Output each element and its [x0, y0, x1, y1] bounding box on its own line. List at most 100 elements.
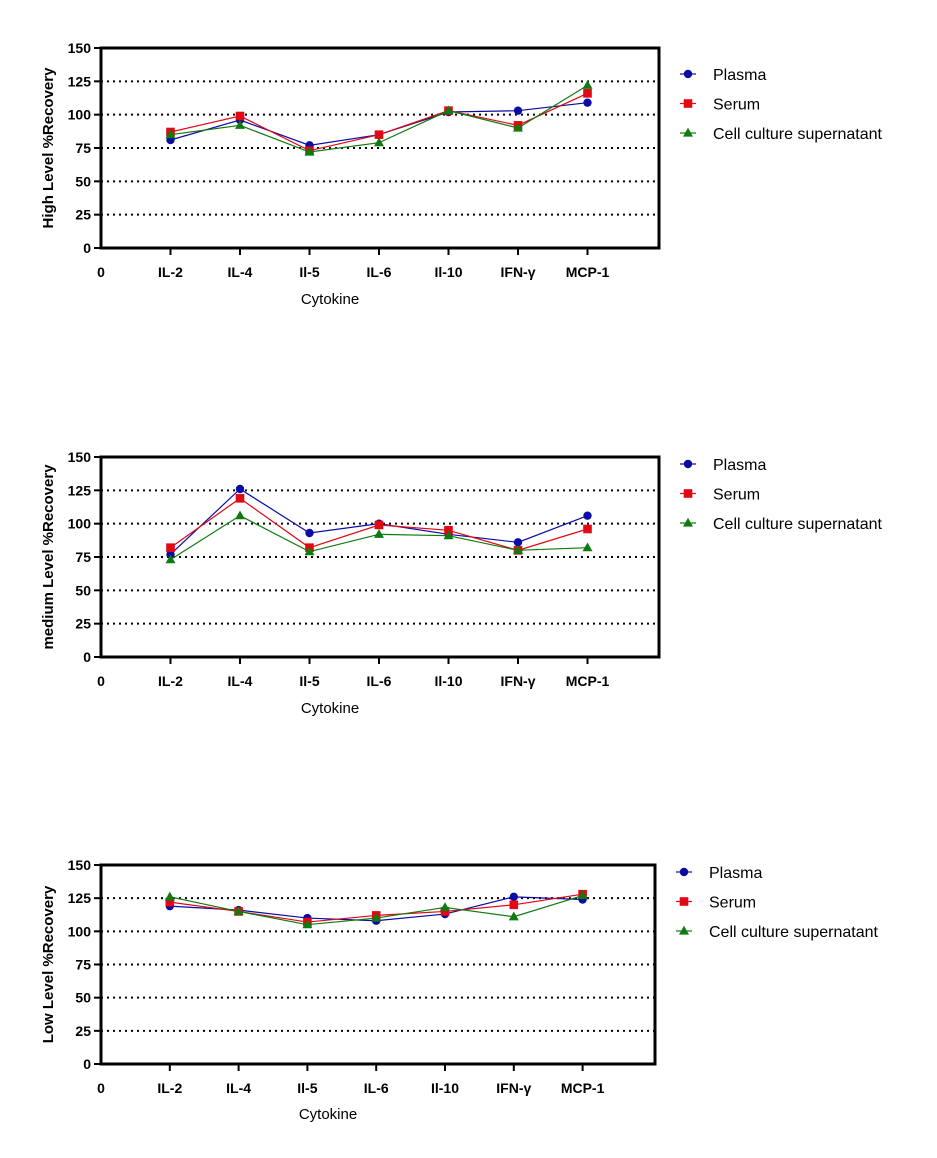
data-point [582, 80, 593, 89]
data-point [166, 543, 175, 552]
x-tick-label: Il-5 [299, 264, 319, 280]
y-tick-label: 100 [68, 107, 92, 123]
legend-label: Cell culture supernatant [709, 924, 879, 941]
x-tick-label: IFN-γ [496, 1080, 531, 1096]
legend-marker [683, 489, 693, 498]
legend-marker [683, 99, 693, 108]
data-point [582, 542, 593, 552]
data-point [583, 98, 592, 107]
legend-label: Cell culture supernatant [713, 126, 883, 143]
legend-label: Serum [709, 895, 756, 912]
data-point [443, 105, 454, 115]
y-tick-label: 25 [75, 1023, 91, 1039]
x-axis-title: Cytokine [299, 1106, 357, 1123]
data-point [165, 897, 175, 907]
x-tick-label: IL-6 [364, 1080, 389, 1096]
legend-item: Cell culture supernatant [680, 516, 883, 533]
y-tick-label: 0 [83, 1056, 91, 1072]
data-point [165, 554, 176, 564]
x-tick-label: IL-2 [158, 673, 183, 689]
y-tick-label: 100 [68, 516, 92, 532]
y-tick-label: 50 [75, 990, 91, 1006]
series-cell-culture-supernatant [165, 80, 593, 156]
x-tick-label: IL-4 [228, 264, 253, 280]
data-point [577, 890, 588, 900]
data-point [371, 912, 382, 922]
y-tick-label: 0 [83, 649, 91, 665]
x-tick-label: Il-5 [297, 1080, 317, 1096]
x-origin-label: 0 [97, 1080, 105, 1096]
x-tick-label: Il-10 [434, 264, 462, 280]
x-origin-label: 0 [97, 264, 105, 280]
x-origin-label: 0 [97, 673, 105, 689]
legend-marker [683, 517, 693, 527]
data-point [583, 89, 592, 98]
data-point [235, 494, 245, 503]
legend-item: Serum [676, 895, 756, 912]
legend-marker [679, 925, 689, 935]
legend-marker [683, 69, 693, 79]
legend-label: Plasma [713, 457, 766, 474]
y-tick-label: 75 [75, 140, 91, 156]
y-tick-label: 50 [75, 582, 91, 598]
data-point [444, 526, 453, 535]
legend-label: Cell culture supernatant [713, 516, 883, 533]
data-point [374, 130, 384, 139]
legend-item: Serum [680, 487, 760, 504]
data-point [233, 906, 244, 916]
chart-panel-1: 0 25 50 75 100 125 150 0 IL-2 IL-4 Il-5 IL-6 Il-10 IF… [40, 40, 883, 308]
data-point [374, 529, 384, 538]
data-point [235, 510, 245, 520]
legend-marker [679, 867, 689, 877]
legend-marker [679, 897, 689, 906]
data-point [508, 911, 519, 921]
y-axis-title: High Level %Recovery [40, 67, 57, 229]
y-tick-label: 125 [68, 482, 92, 498]
data-point [374, 137, 384, 147]
data-point [164, 891, 175, 901]
data-point [304, 146, 315, 156]
y-tick-label: 150 [68, 40, 92, 56]
x-tick-label: MCP-1 [561, 1080, 605, 1096]
legend-label: Serum [713, 97, 760, 114]
legend: Plasma Serum Cell culture supernatant [680, 67, 883, 143]
legend-item: Plasma [676, 865, 762, 882]
legend: Plasma Serum Cell culture supernatant [680, 457, 883, 533]
data-point [302, 919, 313, 929]
legend-label: Plasma [709, 865, 762, 882]
x-tick-label: IL-4 [226, 1080, 251, 1096]
x-tick-label: MCP-1 [566, 264, 610, 280]
data-point [509, 892, 518, 902]
x-tick-label: IL-2 [158, 264, 183, 280]
y-tick-label: 25 [75, 207, 91, 223]
x-tick-label: IL-2 [157, 1080, 182, 1096]
legend-label: Plasma [713, 67, 766, 84]
data-point [235, 111, 245, 121]
data-point [513, 122, 523, 132]
y-tick-label: 25 [75, 616, 91, 632]
y-tick-label: 75 [75, 957, 91, 973]
x-tick-label: IL-6 [367, 264, 392, 280]
data-point [374, 520, 384, 530]
y-tick-label: 50 [75, 173, 91, 189]
legend-marker [683, 127, 693, 137]
y-axis-title: medium Level %Recovery [40, 464, 57, 650]
data-point [513, 545, 523, 554]
data-point [440, 907, 450, 916]
data-point [166, 550, 175, 559]
x-tick-label: IFN-γ [501, 673, 536, 689]
x-tick-label: Il-5 [299, 673, 319, 689]
data-point [513, 106, 523, 115]
data-point [583, 524, 592, 534]
data-point [443, 530, 454, 540]
x-tick-label: Il-10 [431, 1080, 459, 1096]
legend-marker [683, 459, 693, 469]
data-point [165, 129, 176, 139]
legend-label: Serum [713, 487, 760, 504]
x-tick-label: MCP-1 [566, 673, 610, 689]
y-tick-label: 125 [68, 73, 92, 89]
y-axis-title: Low Level %Recovery [40, 885, 57, 1043]
y-tick-label: 75 [75, 549, 91, 565]
data-point [513, 538, 523, 547]
y-tick-label: 150 [68, 857, 92, 873]
